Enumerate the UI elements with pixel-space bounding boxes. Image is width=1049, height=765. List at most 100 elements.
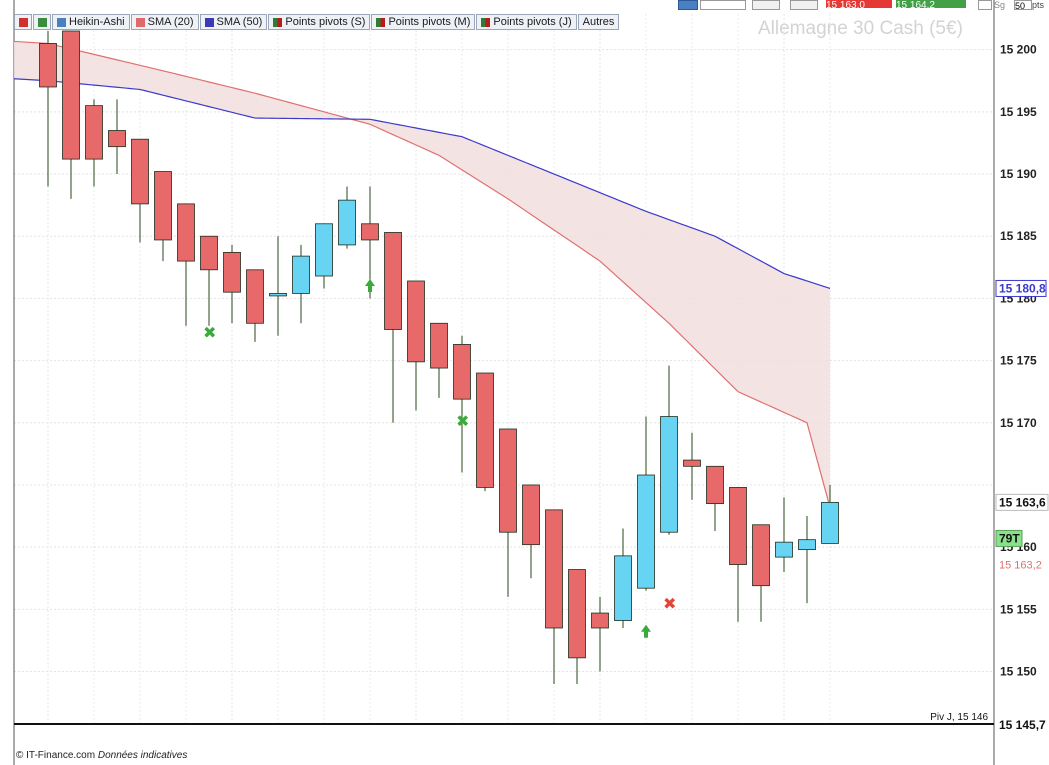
pivot-line-label: Piv J, 15 146 <box>930 712 988 723</box>
tick-count-label: 79T <box>999 531 1020 545</box>
candle-up <box>614 555 632 621</box>
signal-up-arrow-icon <box>641 624 651 638</box>
tab-pivot-m[interactable]: Points pivots (M) <box>371 14 476 30</box>
y-tick-label: 15 200 <box>1000 43 1037 57</box>
candle-up <box>821 501 839 544</box>
sma20-line <box>13 40 831 508</box>
y-tick-label: 15 170 <box>1000 416 1037 430</box>
footer-note: Données indicatives <box>97 750 188 761</box>
tab-autres[interactable]: Autres <box>577 14 620 30</box>
signal-cross-icon: ✖ <box>203 323 216 342</box>
tab-heikin-ashi[interactable]: Heikin-Ashi <box>52 14 130 30</box>
sg-value[interactable]: 50 <box>1014 0 1032 11</box>
pivot-m-swatch <box>376 17 386 27</box>
remove-indicator-button[interactable] <box>14 14 32 30</box>
sma50-price-label: 15 180,8 <box>999 281 1046 295</box>
tab-label: SMA (20) <box>147 16 194 28</box>
candle-down <box>752 524 770 587</box>
sma-fill-area <box>14 41 830 508</box>
tab-sma-20[interactable]: SMA (20) <box>130 14 199 30</box>
left-toolbar <box>0 14 12 754</box>
candle-down <box>729 487 747 565</box>
signal-cross-icon: ✖ <box>456 411 469 430</box>
candle-up <box>338 199 356 246</box>
plot-area <box>14 14 994 736</box>
candle-down <box>131 138 149 205</box>
sma20-price-label: 15 163,2 <box>999 560 1042 572</box>
tab-sma-50[interactable]: SMA (50) <box>199 14 268 30</box>
candle-down <box>223 251 241 293</box>
sma50-price-label-box <box>995 279 1047 297</box>
y-tick-label: 15 185 <box>1000 229 1037 243</box>
last-price-label: 15 163,6 <box>999 495 1046 509</box>
candle-up <box>660 416 678 533</box>
last-price-label-box <box>995 493 1049 511</box>
candle-down <box>39 43 57 88</box>
top-bar: 15 163,0 15 164,2 Sg 50 pts <box>0 0 1049 12</box>
select-control[interactable] <box>678 0 698 10</box>
candle-down <box>522 484 540 546</box>
candle-down <box>453 344 471 400</box>
pivot-s-swatch <box>273 17 283 27</box>
footer-source: © IT-Finance.com <box>16 750 96 761</box>
candle-down <box>545 509 563 629</box>
candle-down <box>499 428 517 533</box>
tab-label: Heikin-Ashi <box>69 16 125 28</box>
pivot-j-swatch <box>481 17 491 27</box>
candle-down <box>591 612 609 629</box>
sg-unit: pts <box>1032 0 1045 10</box>
bid-price[interactable]: 15 163,0 <box>826 0 892 8</box>
instrument-watermark: Allemagne 30 Cash (5€) <box>758 18 963 39</box>
sg-checkbox[interactable] <box>978 0 992 10</box>
candle-down <box>568 569 586 659</box>
pivot-price-label: 15 145,7 <box>999 718 1046 732</box>
candle-down <box>384 232 402 330</box>
tab-label: Points pivots (S) <box>285 16 366 28</box>
sma20-swatch <box>135 17 145 27</box>
y-tick-label: 15 195 <box>1000 105 1037 119</box>
window-button[interactable] <box>752 0 780 10</box>
sma50-swatch <box>204 17 214 27</box>
candle-up <box>775 541 793 558</box>
candle-down <box>361 223 379 241</box>
footer: © IT-Finance.com Données indicatives <box>16 750 187 761</box>
candle-down <box>246 269 264 324</box>
tab-label: SMA (50) <box>216 16 263 28</box>
tick-count-label-box <box>995 529 1023 547</box>
tab-label: Points pivots (J) <box>493 16 572 28</box>
candle-down <box>476 372 494 488</box>
y-tick-label: 15 175 <box>1000 354 1037 368</box>
tab-label: Autres <box>582 16 615 28</box>
tab-label: Points pivots (M) <box>388 16 471 28</box>
window-button-2[interactable] <box>790 0 818 10</box>
candle-up <box>637 474 655 589</box>
tab-pivot-j[interactable]: Points pivots (J) <box>476 14 577 30</box>
y-tick-label: 15 190 <box>1000 167 1037 181</box>
candle-down <box>85 105 103 160</box>
candle-down <box>706 465 724 505</box>
candle-down <box>177 203 195 262</box>
tab-pivot-s[interactable]: Points pivots (S) <box>268 14 371 30</box>
candle-down <box>683 459 701 467</box>
sma50-line <box>13 78 831 290</box>
minus-icon <box>18 17 28 27</box>
heikin-ashi-swatch <box>57 17 66 27</box>
candle-up <box>315 223 333 277</box>
add-indicator-button[interactable] <box>33 14 51 30</box>
candle-up <box>798 539 816 551</box>
plus-icon <box>37 17 47 27</box>
candle-down <box>62 30 80 160</box>
candle-down <box>154 171 172 241</box>
field-control[interactable] <box>700 0 746 10</box>
sg-label: Sg <box>994 0 1006 10</box>
candle-down <box>108 130 126 148</box>
candle-up <box>269 293 287 297</box>
y-tick-label: 15 150 <box>1000 665 1037 679</box>
indicator-toolbar: Heikin-Ashi SMA (20) SMA (50) Points piv… <box>14 14 620 32</box>
candle-down <box>407 280 425 363</box>
ask-price[interactable]: 15 164,2 <box>896 0 966 8</box>
signal-up-arrow-icon <box>365 278 375 292</box>
candle-down <box>200 235 218 271</box>
y-tick-label: 15 155 <box>1000 602 1037 616</box>
